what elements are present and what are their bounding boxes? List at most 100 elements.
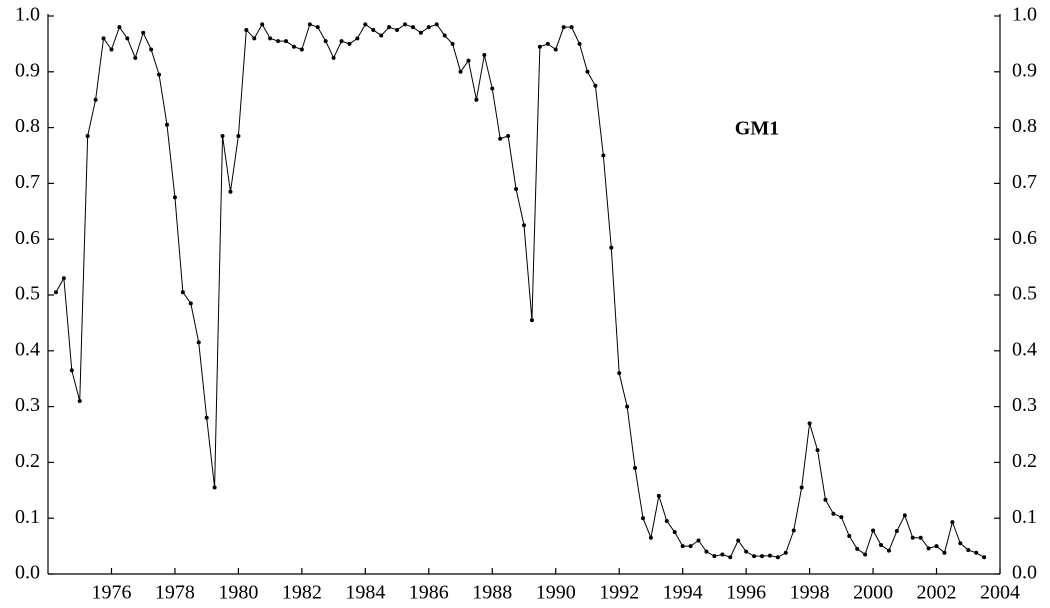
x-tick-label: 1990 xyxy=(536,582,576,604)
point xyxy=(728,555,733,560)
point xyxy=(839,515,844,520)
point xyxy=(641,516,645,521)
point xyxy=(252,36,257,41)
annotation: GM1 xyxy=(735,118,779,140)
point xyxy=(363,22,368,27)
y-tick-label: 0.1 xyxy=(15,506,40,528)
point xyxy=(886,548,891,553)
point xyxy=(85,133,90,138)
point xyxy=(69,368,74,373)
point xyxy=(268,36,273,41)
point xyxy=(514,186,519,191)
point xyxy=(228,189,233,194)
point xyxy=(117,25,122,30)
y-tick-label: 0.2 xyxy=(15,450,40,472)
point xyxy=(648,535,653,540)
y2-tick-label: 0.9 xyxy=(1012,59,1037,81)
point xyxy=(537,44,542,49)
point xyxy=(172,195,177,200)
point xyxy=(617,371,622,376)
point xyxy=(799,485,804,490)
point xyxy=(506,133,511,138)
y2-tick-label: 0.2 xyxy=(1012,450,1037,472)
point xyxy=(53,290,58,295)
point xyxy=(577,41,582,46)
y-tick-label: 0.8 xyxy=(15,115,40,137)
x-tick-label: 1988 xyxy=(472,582,512,604)
point xyxy=(791,528,796,533)
y2-tick-label: 0.6 xyxy=(1012,227,1037,249)
point xyxy=(101,36,106,41)
point xyxy=(165,122,169,127)
point xyxy=(466,58,471,63)
point xyxy=(569,25,574,30)
y2-tick-label: 1.0 xyxy=(1012,4,1037,26)
point xyxy=(633,465,638,470)
point xyxy=(871,528,876,533)
point xyxy=(490,86,495,91)
point xyxy=(950,520,955,525)
point xyxy=(561,25,566,30)
point xyxy=(339,39,344,44)
point xyxy=(236,133,241,138)
point xyxy=(974,550,979,555)
point xyxy=(736,538,741,543)
point xyxy=(347,41,352,46)
point xyxy=(847,534,852,539)
point xyxy=(93,97,98,102)
y-tick-label: 0.4 xyxy=(15,338,40,360)
y2-tick-label: 0.1 xyxy=(1012,506,1037,528)
point xyxy=(395,27,400,32)
x-tick-label: 1980 xyxy=(218,582,258,604)
point xyxy=(982,555,987,560)
point xyxy=(672,530,677,535)
point xyxy=(720,552,725,557)
x-tick-label: 1992 xyxy=(599,582,639,604)
point xyxy=(601,153,606,158)
y-tick-label: 0.5 xyxy=(15,283,40,305)
point xyxy=(934,544,939,549)
point xyxy=(958,541,963,546)
y2-tick-label: 0.4 xyxy=(1012,338,1037,360)
point xyxy=(529,318,534,323)
point xyxy=(625,404,630,409)
point xyxy=(291,44,296,49)
point xyxy=(553,47,558,52)
point xyxy=(109,47,114,52)
y-tick-label: 0.9 xyxy=(15,59,40,81)
point xyxy=(180,290,185,295)
point xyxy=(204,415,209,420)
point xyxy=(77,399,82,404)
y-tick-label: 0.3 xyxy=(15,394,40,416)
point xyxy=(149,47,154,52)
point xyxy=(426,25,431,30)
point xyxy=(331,55,336,60)
point xyxy=(688,544,693,549)
point xyxy=(315,25,320,30)
x-tick-label: 1978 xyxy=(155,582,195,604)
point xyxy=(157,72,162,77)
y-tick-label: 0.7 xyxy=(15,171,40,193)
point xyxy=(442,33,447,38)
y-tick-label: 1.0 xyxy=(15,4,40,26)
y2-tick-label: 0.5 xyxy=(1012,283,1037,305)
point xyxy=(656,493,661,498)
point xyxy=(244,27,249,32)
point xyxy=(879,542,883,547)
x-tick-label: 1982 xyxy=(282,582,322,604)
point xyxy=(188,301,193,306)
point xyxy=(704,549,709,554)
point xyxy=(926,546,931,551)
point xyxy=(379,33,384,38)
x-tick-label: 1998 xyxy=(790,582,830,604)
x-tick-label: 1994 xyxy=(663,582,703,604)
point xyxy=(434,22,439,27)
x-tick-label: 1986 xyxy=(409,582,449,604)
point xyxy=(902,513,907,518)
point xyxy=(593,83,598,88)
point xyxy=(767,553,772,558)
point xyxy=(585,69,590,74)
x-tick-label: 1976 xyxy=(91,582,131,604)
y-tick-label: 0.0 xyxy=(15,562,40,584)
